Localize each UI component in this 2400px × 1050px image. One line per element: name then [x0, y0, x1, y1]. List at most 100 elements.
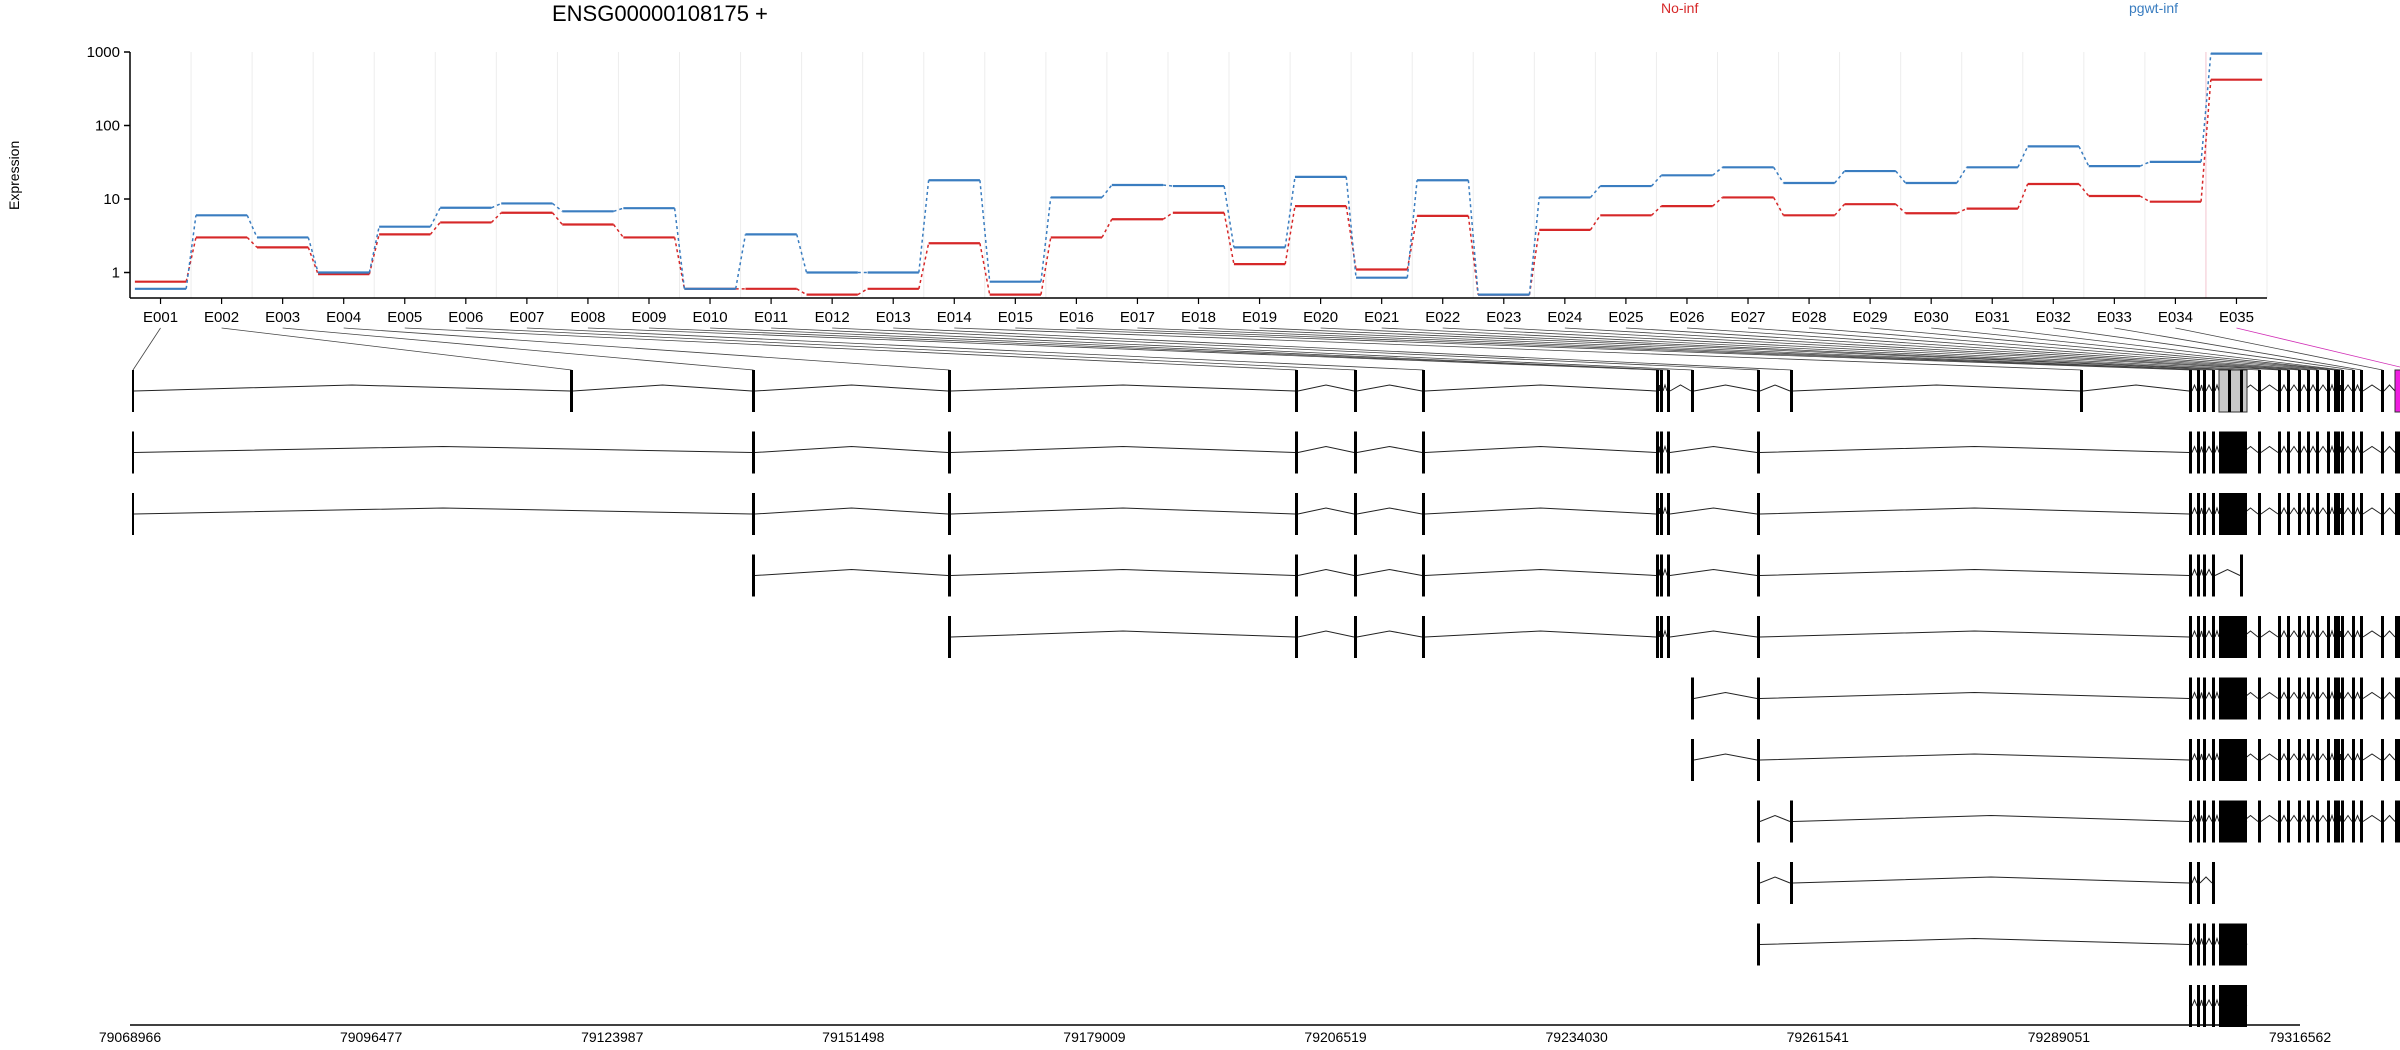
intron-line — [2214, 444, 2220, 453]
x-tick-label: E017 — [1120, 309, 1155, 326]
intron-line — [2191, 506, 2198, 515]
exon-block — [1757, 616, 1760, 658]
exon-connector — [587, 327, 1658, 371]
series-connector — [307, 237, 319, 273]
x-tick-label: E032 — [2036, 309, 2071, 326]
intron-line — [2339, 507, 2342, 515]
exon-block — [1660, 554, 1663, 597]
intron-line — [572, 384, 753, 392]
intron-line — [2199, 938, 2204, 945]
intron-line — [2318, 384, 2328, 392]
series-no-inf — [134, 78, 2263, 296]
exon-block — [2307, 431, 2310, 474]
exon-block — [2197, 431, 2200, 474]
exon-block — [752, 370, 755, 412]
intron-line — [2329, 629, 2335, 638]
intron-line — [1662, 567, 1668, 576]
exon-block — [2278, 739, 2281, 781]
intron-line — [2214, 813, 2220, 822]
x-tick-label: E021 — [1364, 309, 1399, 326]
intron-line — [2309, 445, 2317, 453]
exon-block — [1295, 616, 1298, 658]
exon-block — [2316, 431, 2319, 474]
intron-line — [1297, 568, 1355, 576]
exon-block — [2189, 370, 2192, 412]
intron-line — [2205, 629, 2213, 638]
intron-line — [1792, 876, 2190, 884]
x-tick-label: E006 — [448, 309, 483, 326]
exon-block — [2360, 370, 2363, 412]
intron-line — [2318, 753, 2328, 761]
exon-block — [2228, 677, 2231, 720]
genome-tick-label: 79261541 — [1787, 1029, 1850, 1045]
series-connector — [1834, 170, 1846, 184]
series-connector — [551, 212, 563, 225]
exon-block — [2316, 739, 2319, 781]
exon-block — [2258, 739, 2261, 781]
exon-connector — [771, 327, 1693, 371]
exon-block — [2258, 800, 2261, 843]
intron-line — [2214, 629, 2220, 638]
x-tick-label: E002 — [204, 309, 239, 326]
intron-line — [950, 507, 1296, 515]
exon-connector — [1747, 327, 2318, 371]
intron-line — [2289, 507, 2299, 515]
series-connector — [491, 202, 502, 209]
intron-line — [2199, 384, 2204, 392]
exon-block — [2189, 923, 2192, 966]
genome-tick-label: 79096477 — [340, 1029, 403, 1045]
intron-line — [2199, 446, 2204, 453]
exon-block — [1354, 554, 1357, 597]
exon-block — [1656, 493, 1659, 535]
intron-line — [2300, 691, 2308, 699]
exon-block — [1691, 677, 1694, 720]
exon-block — [2298, 493, 2301, 535]
intron-line — [2191, 814, 2198, 822]
intron-line — [2362, 814, 2382, 822]
exon-block — [2189, 616, 2192, 658]
transcript-row — [1691, 739, 2400, 781]
exon-block — [2327, 431, 2330, 474]
exon-connector — [1442, 327, 2260, 371]
exon-block — [2189, 431, 2192, 474]
intron-line — [2362, 507, 2382, 515]
y-tick-label: 1000 — [87, 44, 120, 61]
intron-line — [1297, 384, 1355, 392]
intron-line — [2289, 384, 2299, 392]
intron-line — [2280, 814, 2288, 822]
exon-block — [2219, 985, 2247, 1027]
intron-line — [1759, 814, 1791, 822]
series-connector — [1101, 184, 1113, 198]
exon-block — [2298, 739, 2301, 781]
genome-tick-label: 79234030 — [1546, 1029, 1609, 1045]
exon-block — [1790, 862, 1793, 904]
exon-block — [2381, 431, 2384, 474]
intron-line — [950, 630, 1296, 638]
intron-line — [2309, 383, 2317, 392]
exon-block — [1660, 493, 1663, 535]
intron-line — [2383, 445, 2396, 453]
exon-block — [2307, 493, 2310, 535]
intron-line — [2280, 629, 2288, 638]
exon-block — [2240, 739, 2243, 781]
exon-block — [1757, 800, 1760, 843]
exon-block — [2352, 370, 2355, 412]
exon-block — [2307, 677, 2310, 720]
exon-block — [2258, 370, 2261, 412]
exon-connector — [1809, 327, 2329, 371]
exon-block — [2287, 616, 2290, 658]
exon-block — [2212, 431, 2215, 474]
exon-block — [1422, 431, 1425, 474]
intron-line — [2289, 445, 2299, 453]
exon-connector — [893, 327, 1792, 371]
intron-line — [2289, 691, 2299, 699]
exon-block — [2381, 677, 2384, 720]
exon-block — [2334, 431, 2337, 474]
genome-tick-label: 79123987 — [581, 1029, 644, 1045]
intron-line — [2343, 630, 2353, 638]
intron-line — [1424, 568, 1657, 576]
exon-connector — [1931, 327, 2339, 371]
intron-line — [2205, 506, 2213, 515]
series-connector — [2200, 79, 2212, 202]
exon-block — [2341, 800, 2344, 843]
